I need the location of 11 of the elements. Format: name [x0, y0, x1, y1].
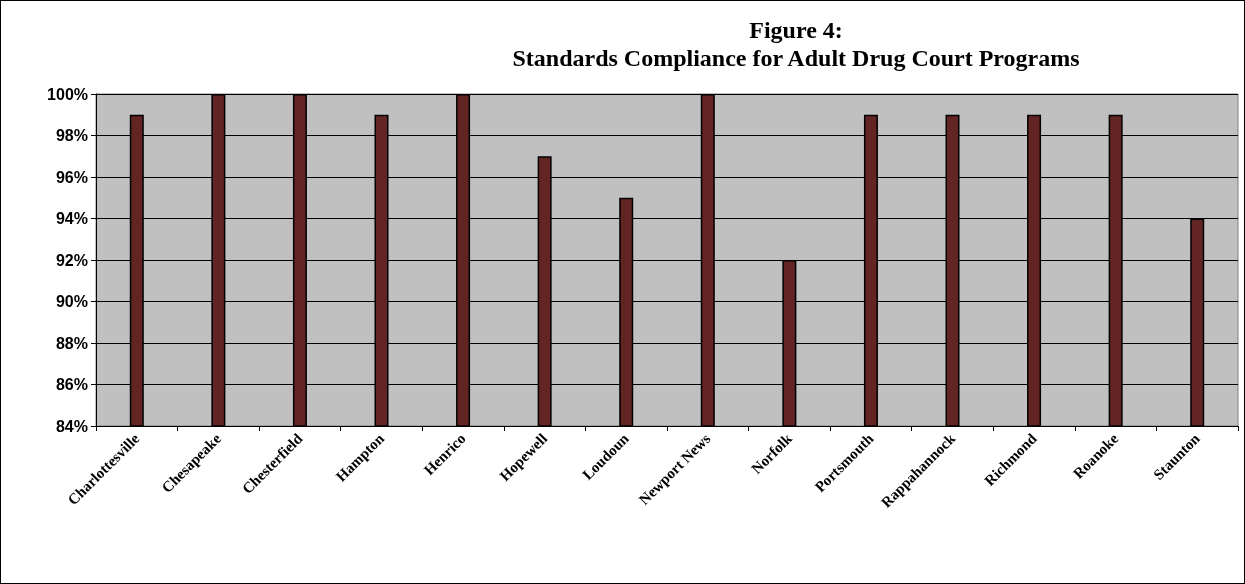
y-tick-label: 88%	[55, 334, 88, 352]
y-tick-label: 90%	[55, 293, 88, 310]
y-tick-label: 98%	[55, 127, 88, 144]
y-tick-label: 100%	[47, 85, 88, 103]
y-tick-label: 94%	[55, 210, 88, 227]
chart-subtitle: Standards Compliance for Adult Drug Court Programs	[512, 45, 1080, 71]
y-tick-label: 92%	[55, 251, 88, 269]
y-tick-label: 84%	[55, 417, 88, 435]
y-tick-label: 96%	[55, 168, 88, 186]
y-tick-label: 86%	[55, 376, 88, 393]
chart-title: Figure 4:	[749, 17, 843, 43]
